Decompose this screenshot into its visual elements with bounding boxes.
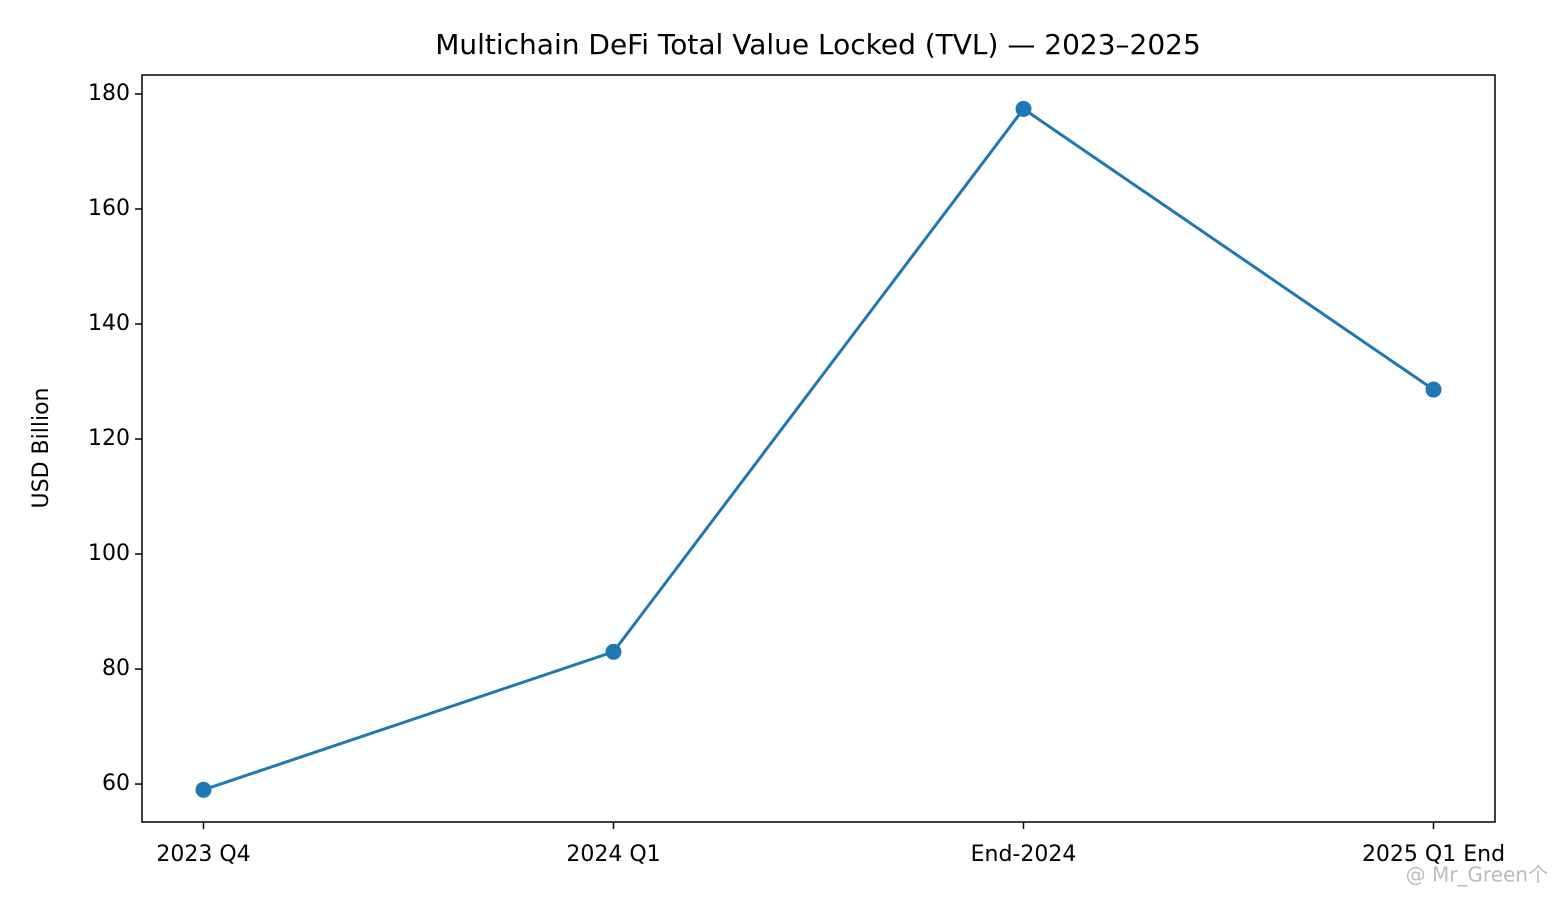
x-tick-label: End-2024: [971, 842, 1077, 867]
y-tick-label: 100: [88, 541, 130, 566]
point: [195, 781, 212, 798]
line: [203, 106, 1435, 792]
point: [605, 643, 622, 660]
y-tick-label: 80: [102, 656, 130, 681]
plot-frame: [141, 74, 1496, 823]
x-tick-label: 2025 Q1 End: [1362, 842, 1505, 867]
point: [1425, 381, 1442, 398]
watermark: @ Mr_Green个: [1406, 863, 1548, 887]
y-tick-label: 140: [88, 311, 130, 336]
x-tick-label: 2023 Q4: [156, 842, 250, 867]
chart-title: Multichain DeFi Total Value Locked (TVL)…: [435, 28, 1201, 61]
y-tick-label: 180: [88, 81, 130, 106]
y-tick-label: 60: [102, 771, 130, 796]
y-axis-label: USD Billion: [29, 388, 54, 509]
y-tick-label: 160: [88, 196, 130, 221]
point: [1015, 100, 1032, 117]
y-tick-label: 120: [88, 426, 130, 451]
x-tick-label: 2024 Q1: [566, 842, 660, 867]
